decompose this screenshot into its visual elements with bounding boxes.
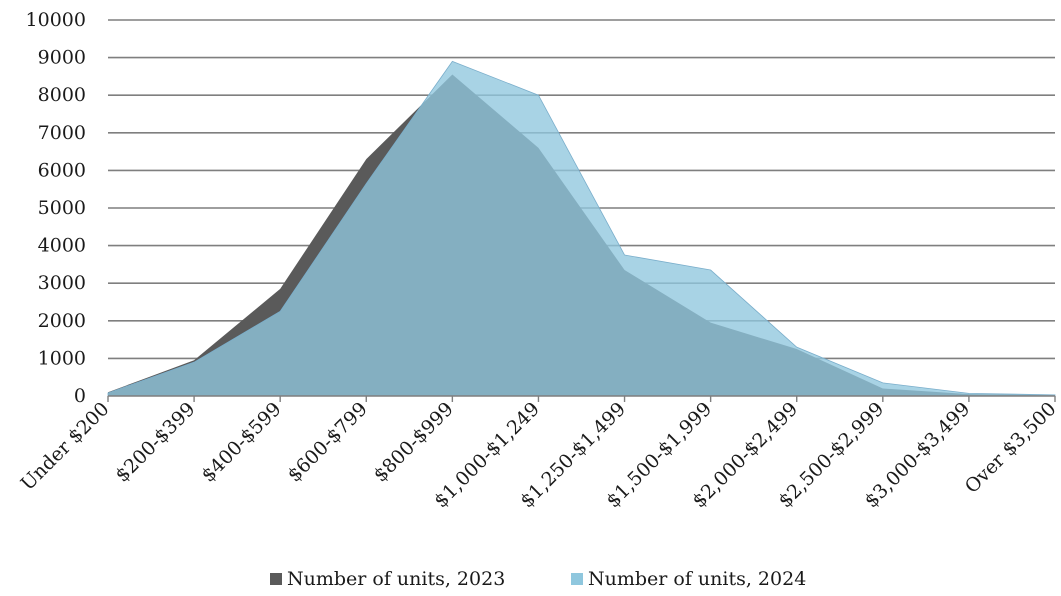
y-tick-label: 9000: [38, 47, 86, 69]
y-tick-label: 3000: [38, 272, 86, 294]
legend-swatch-2024: [571, 573, 583, 585]
x-axis-ticks: Under $200$200-$399$400-$599$600-$799$80…: [17, 398, 1061, 512]
series-areas: [107, 60, 1056, 397]
y-tick-label: 0: [74, 385, 86, 407]
legend: Number of units, 2023 Number of units, 2…: [270, 568, 806, 590]
legend-label-2023: Number of units, 2023: [287, 568, 505, 590]
x-tick-label: $600-$799: [283, 398, 371, 486]
y-tick-label: 5000: [38, 197, 86, 219]
y-tick-label: 8000: [38, 84, 86, 106]
legend-swatch-2023: [270, 573, 282, 585]
y-tick-label: 4000: [38, 235, 86, 257]
x-axis: [107, 395, 1056, 402]
x-tick-label: $400-$599: [197, 398, 285, 486]
y-tick-label: 6000: [38, 159, 86, 181]
y-tick-label: 7000: [38, 122, 86, 144]
x-tick-label: $200-$399: [111, 398, 199, 486]
y-tick-label: 10000: [26, 9, 86, 31]
x-tick-label: Under $200: [17, 398, 114, 495]
legend-label-2024: Number of units, 2024: [588, 568, 806, 590]
y-tick-label: 2000: [38, 310, 86, 332]
y-axis-ticks: 0 1000 2000 3000 4000 5000 6000 7000 8000 9000 100…: [26, 9, 86, 407]
series-area-2024: [107, 60, 1056, 397]
x-tick-label: Over $3,500: [961, 398, 1061, 498]
x-tick-label: $800-$999: [369, 398, 457, 486]
y-tick-label: 1000: [38, 347, 86, 369]
